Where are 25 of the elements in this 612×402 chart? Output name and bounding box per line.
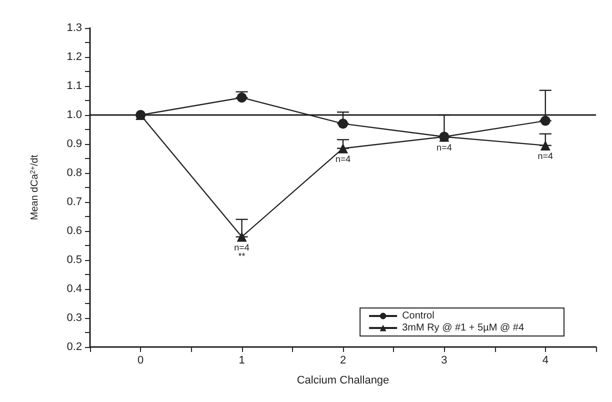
y-tick-label: 0.3 <box>66 312 82 324</box>
y-tick-label: 1.2 <box>66 51 82 63</box>
annotation: n=4 <box>335 154 351 164</box>
y-tick-label: 0.4 <box>66 283 82 295</box>
y-tick-label: 0.5 <box>66 254 82 266</box>
x-tick-label: 0 <box>138 354 144 366</box>
x-tick-label: 3 <box>441 354 448 366</box>
x-tick-label: 4 <box>542 354 548 366</box>
y-tick-label: 0.8 <box>66 167 82 179</box>
y-tick-label: 0.6 <box>66 225 82 237</box>
annotation: n=4 <box>538 150 554 161</box>
x-axis-title: Calcium Challange <box>296 374 390 386</box>
x-tick-label: 1 <box>238 354 245 366</box>
annotation: n=4 <box>234 242 250 252</box>
annotation: ** <box>238 251 246 261</box>
y-tick-label: 1.0 <box>66 109 82 121</box>
y-tick-label: 0.2 <box>66 341 82 353</box>
legend-label: Control <box>402 310 434 322</box>
legend-label: 3mM Ry @ #1 + 5µM @ #4 <box>402 322 524 334</box>
x-tick-label: 2 <box>340 354 346 366</box>
annotation: n=4 <box>436 142 452 152</box>
y-tick-label: 0.7 <box>66 196 82 208</box>
y-tick-label: 0.9 <box>66 138 82 150</box>
y-tick-label: 1.3 <box>66 22 82 34</box>
y-tick-label: 1.1 <box>66 80 82 92</box>
